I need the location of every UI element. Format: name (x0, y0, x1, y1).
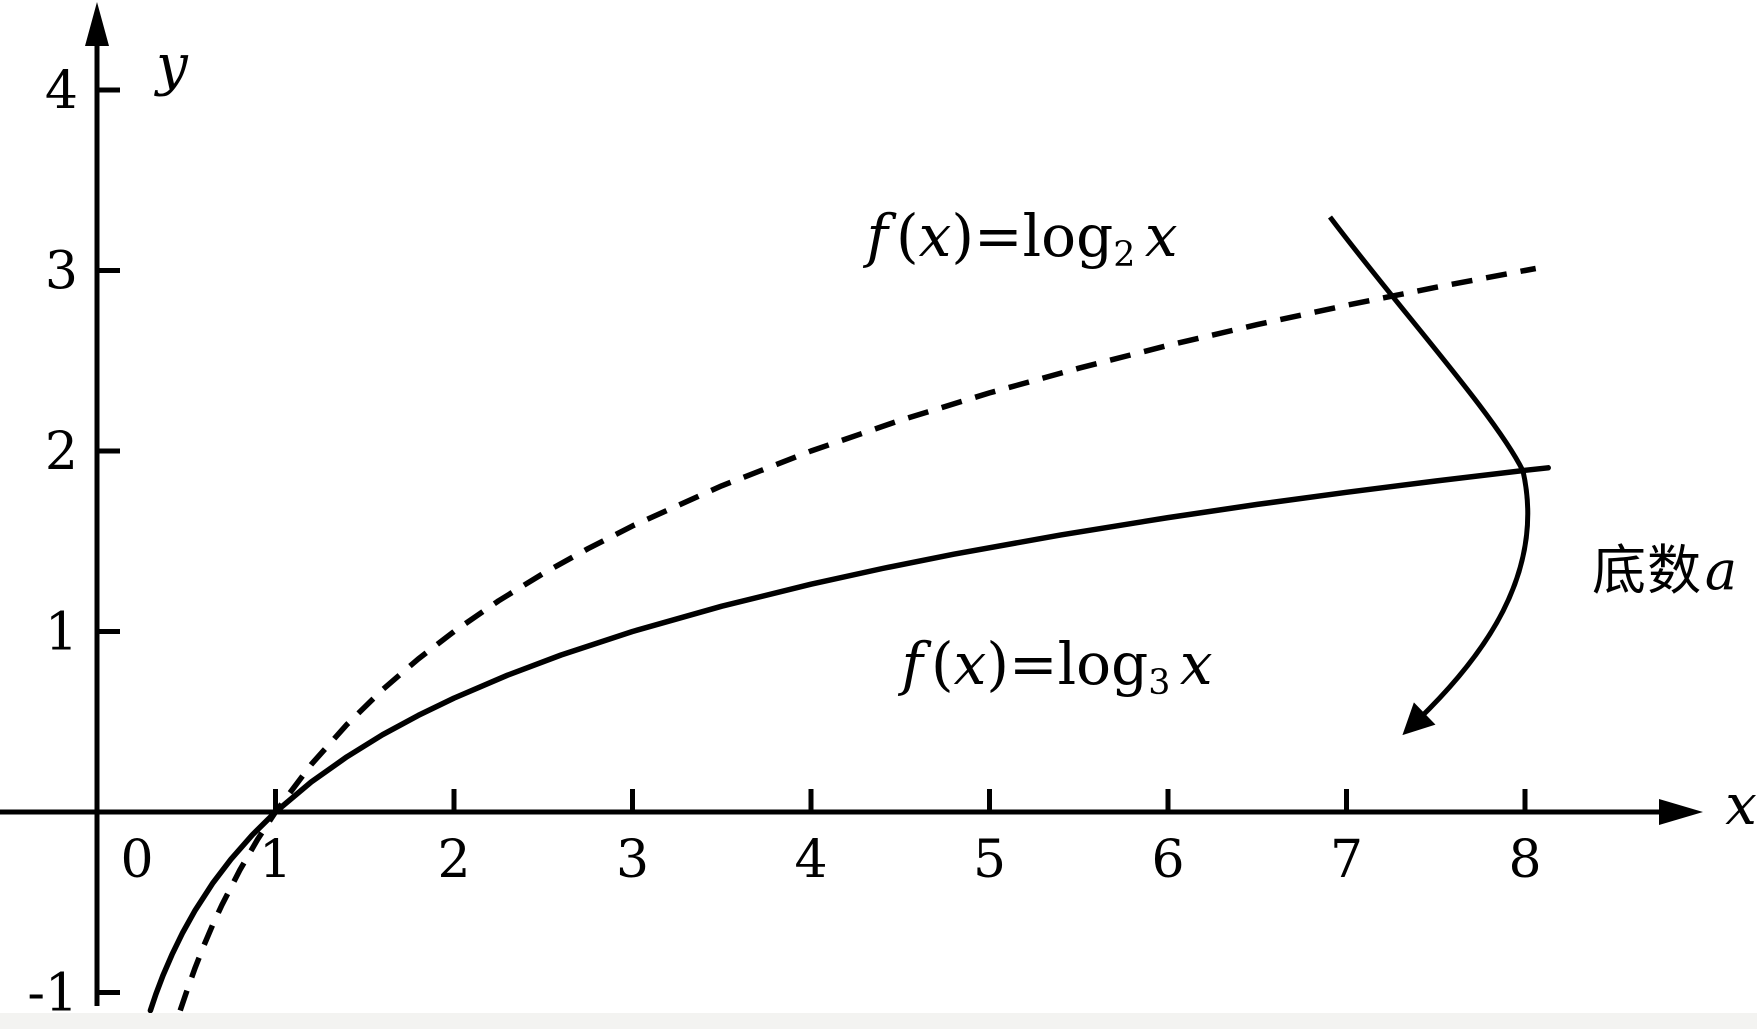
curve-log3 (147, 465, 1551, 1014)
y-axis-arrowhead-icon (85, 2, 109, 46)
origin-label: 0 (120, 830, 153, 890)
page-edge-strip (0, 1013, 1757, 1029)
log2-formula-label: f (x)=log2 x (866, 202, 1178, 275)
x-axis (0, 799, 1703, 825)
base-direction-arrow (1328, 215, 1531, 736)
x-axis-label: x (1725, 773, 1757, 838)
x-tick-label: 3 (616, 830, 649, 890)
base-annotation-variable: a (1704, 539, 1738, 602)
x-tick-label: 2 (437, 830, 470, 890)
x-axis-ticks (273, 789, 1528, 812)
x-axis-arrowhead-icon (1659, 799, 1703, 825)
base-annotation-label: 底数a (1592, 544, 1737, 598)
y-axis (85, 2, 109, 1006)
x-tick-label: 1 (259, 830, 292, 890)
curves (147, 265, 1551, 1014)
y-tick-label: 1 (45, 603, 78, 663)
y-tick-label: 2 (45, 422, 78, 482)
curve-log2 (177, 265, 1537, 1012)
log3-formula-label: f (x)=log3 x (901, 630, 1213, 703)
x-tick-label: 4 (794, 830, 827, 890)
y-tick-label: 4 (45, 61, 78, 121)
base-annotation-cjk-text: 底数 (1592, 539, 1703, 602)
x-tick-label: 8 (1508, 830, 1541, 890)
y-axis-ticks (96, 87, 120, 995)
x-tick-label: 7 (1330, 830, 1363, 890)
y-tick-label: 3 (45, 242, 78, 302)
x-tick-label: 6 (1151, 830, 1184, 890)
y-axis-label: y (156, 33, 188, 98)
x-tick-label: 5 (973, 830, 1006, 890)
